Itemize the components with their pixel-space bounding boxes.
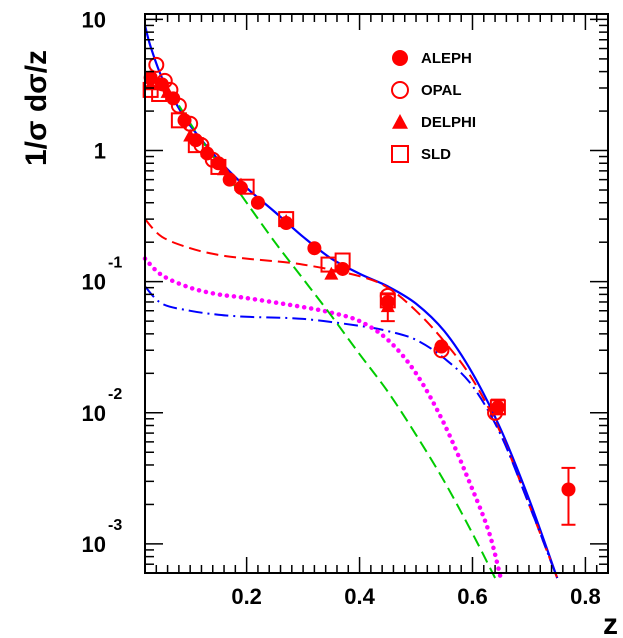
sld-point: [334, 252, 351, 269]
data-points: [142, 56, 576, 526]
x-tick-labels: 0.2 0.4 0.6 0.8: [231, 584, 600, 609]
aleph-point: [307, 241, 322, 256]
sld-point: [170, 112, 187, 129]
sld-point: [278, 211, 295, 228]
legend-label: ALEPH: [421, 50, 472, 67]
x-tick-label: 0.4: [344, 584, 375, 609]
legend: ALEPH OPAL DELPHI SLD: [391, 50, 476, 163]
delphi-point: [217, 162, 232, 176]
y-tick-base: 10: [82, 532, 106, 557]
curve-solid-0: [143, 25, 559, 579]
legend-label: SLD: [421, 146, 451, 163]
opal-point: [487, 404, 504, 421]
curve-dash-dot-2: [144, 285, 559, 579]
aleph-point: [250, 195, 265, 210]
legend-label: DELPHI: [421, 114, 476, 131]
aleph-point: [561, 482, 576, 497]
legend-marker-aleph: [392, 50, 408, 66]
curve-dashed-1: [144, 218, 559, 579]
opal-point: [433, 342, 450, 359]
y-tick-label: 10-3: [82, 517, 123, 557]
y-tick-base: 10: [82, 270, 106, 295]
legend-marker-sld: [391, 145, 409, 163]
delphi-point: [233, 177, 248, 191]
x-tick-label: 0.6: [457, 584, 488, 609]
axis-ticks: [145, 14, 609, 574]
model-curves: [142, 25, 559, 581]
legend-item-sld: SLD: [391, 145, 451, 163]
sld-point: [379, 292, 396, 309]
y-tick-exponent: -1: [108, 255, 122, 272]
y-tick-base: 10: [82, 401, 106, 426]
y-tick-label: 1: [94, 139, 106, 164]
legend-item-opal: OPAL: [391, 81, 462, 99]
y-tick-base: 10: [82, 7, 106, 32]
sld-point: [489, 399, 506, 416]
plot-area: [142, 13, 609, 581]
sld-point: [187, 137, 204, 154]
y-axis-title: 1/σ dσ/z: [20, 50, 53, 166]
sld-point: [238, 178, 255, 195]
legend-marker-delphi: [392, 114, 408, 129]
x-tick-label: 0.2: [231, 584, 262, 609]
aleph-point: [335, 261, 350, 276]
legend-item-delphi: DELPHI: [392, 114, 476, 131]
x-axis-title: z: [603, 608, 618, 638]
delphi-point: [160, 84, 175, 98]
y-tick-exponent: -3: [108, 517, 122, 534]
curve-dotted-3: [142, 256, 503, 581]
y-tick-label: 10: [82, 7, 106, 32]
plot-frame: [144, 13, 609, 574]
opal-point: [148, 56, 165, 73]
sld-point: [142, 81, 159, 98]
y-tick-base: 1: [94, 139, 106, 164]
delphi-point: [380, 299, 395, 313]
x-tick-label: 0.8: [570, 584, 601, 609]
legend-item-aleph: ALEPH: [392, 50, 472, 67]
legend-marker-opal: [391, 81, 409, 99]
y-tick-label: 10-2: [82, 386, 123, 426]
delphi-point: [324, 266, 339, 280]
y-tick-exponent: -2: [108, 386, 122, 403]
delphi-point: [279, 214, 294, 227]
sld-point: [210, 158, 227, 175]
aleph-point: [222, 172, 237, 187]
y-tick-label: 10-1: [82, 255, 123, 295]
delphi-point: [200, 143, 215, 157]
sld-point: [151, 85, 168, 102]
legend-label: OPAL: [421, 82, 462, 99]
